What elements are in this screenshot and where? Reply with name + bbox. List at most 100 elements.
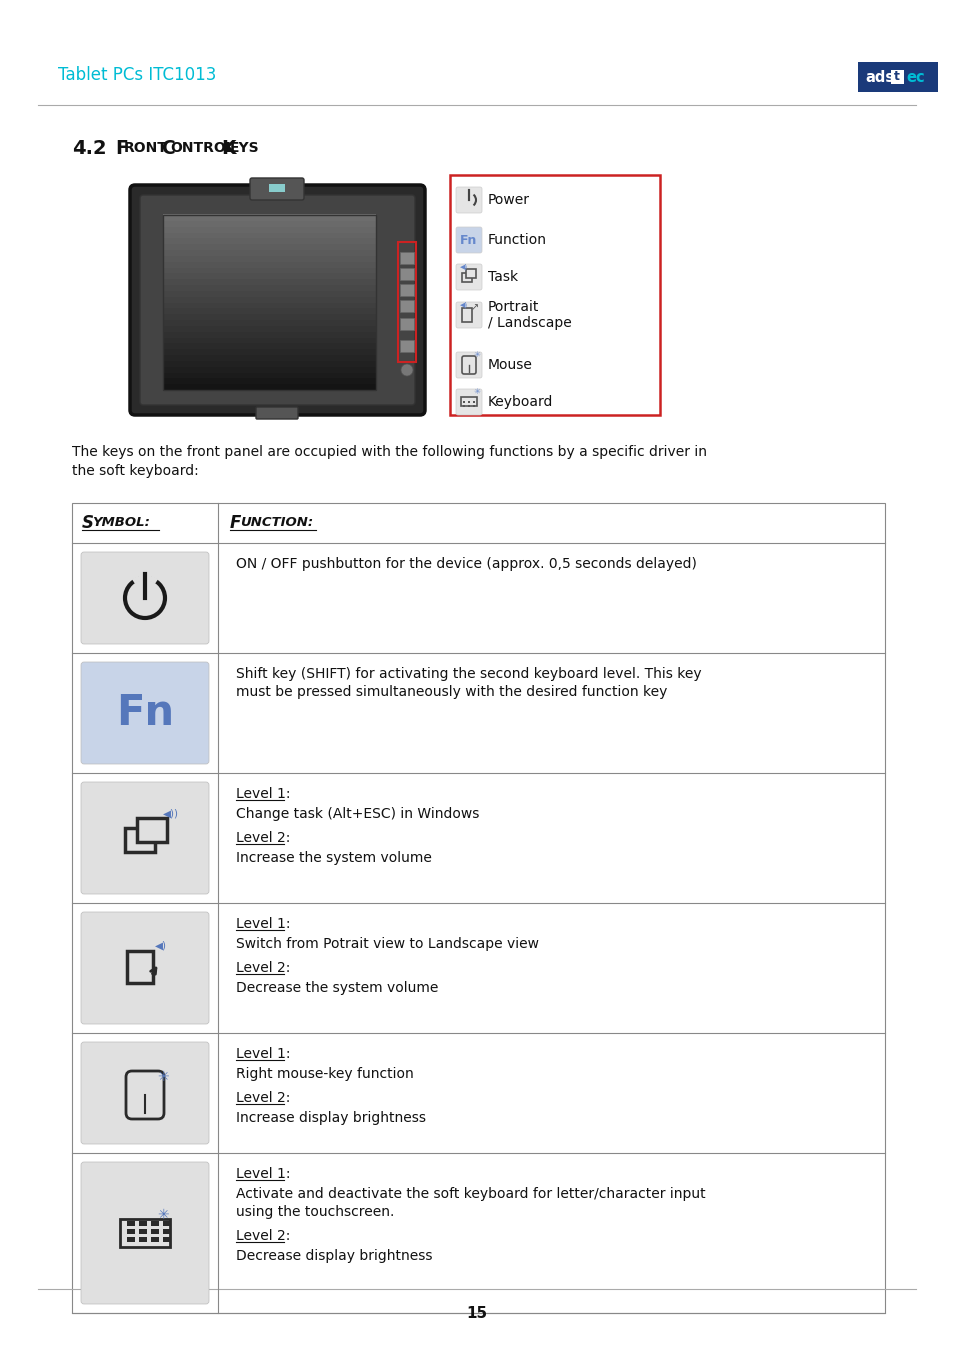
Text: Level 2:: Level 2: — [235, 831, 290, 844]
Bar — [450, 176, 659, 415]
Text: t: t — [893, 70, 899, 84]
Text: Level 1:: Level 1: — [235, 917, 291, 931]
Bar — [163, 359, 375, 366]
Text: Level 1:: Level 1: — [235, 1167, 291, 1181]
Bar — [399, 300, 414, 312]
Bar — [399, 267, 414, 280]
Bar — [163, 1229, 171, 1233]
Bar — [163, 354, 375, 361]
Bar — [163, 349, 375, 355]
Text: ✳: ✳ — [157, 1070, 169, 1084]
Bar — [163, 324, 375, 331]
FancyBboxPatch shape — [456, 303, 481, 328]
Bar — [460, 397, 476, 407]
FancyBboxPatch shape — [81, 912, 209, 1024]
Bar — [163, 238, 375, 245]
Bar — [461, 273, 472, 282]
Bar — [151, 1221, 159, 1225]
Text: Level 1:: Level 1: — [235, 1047, 291, 1061]
Bar — [473, 405, 475, 407]
Text: Function: Function — [488, 232, 546, 247]
Text: ✳: ✳ — [157, 1208, 169, 1223]
Bar — [163, 278, 375, 285]
Bar — [269, 184, 285, 192]
Bar — [163, 307, 375, 315]
Text: Right mouse-key function: Right mouse-key function — [235, 1067, 414, 1081]
Text: S: S — [82, 513, 94, 532]
Text: Mouse: Mouse — [488, 358, 533, 372]
Bar — [399, 317, 414, 330]
Bar — [151, 1229, 159, 1233]
Bar — [125, 828, 154, 852]
Bar — [163, 342, 375, 349]
Text: Task: Task — [488, 270, 517, 284]
Bar — [473, 401, 475, 403]
Text: K: K — [221, 139, 235, 158]
Bar — [137, 817, 167, 842]
Bar — [163, 366, 375, 373]
Bar — [139, 1221, 147, 1225]
Bar — [163, 336, 375, 343]
Text: Change task (Alt+ESC) in Windows: Change task (Alt+ESC) in Windows — [235, 807, 478, 821]
Bar — [163, 372, 375, 378]
Text: Fn: Fn — [116, 692, 173, 734]
Bar — [163, 213, 375, 220]
FancyBboxPatch shape — [81, 1042, 209, 1144]
Text: Portrait
/ Landscape: Portrait / Landscape — [488, 300, 571, 330]
Bar — [163, 266, 375, 273]
Bar — [127, 951, 152, 984]
Bar — [462, 401, 464, 403]
Bar — [163, 331, 375, 338]
Text: ON / OFF pushbutton for the device (approx. 0,5 seconds delayed): ON / OFF pushbutton for the device (appr… — [235, 557, 696, 571]
Bar — [163, 255, 375, 262]
Bar — [163, 215, 375, 390]
Bar — [890, 70, 903, 84]
Bar — [139, 1229, 147, 1233]
FancyBboxPatch shape — [456, 263, 481, 290]
Text: Level 2:: Level 2: — [235, 1229, 290, 1243]
Text: EYS: EYS — [230, 141, 259, 155]
Bar — [399, 284, 414, 296]
Bar — [397, 242, 416, 362]
Text: C: C — [161, 139, 174, 158]
Text: Tablet PCs ITC1013: Tablet PCs ITC1013 — [58, 66, 216, 84]
Text: UNCTION:: UNCTION: — [240, 516, 313, 530]
Bar — [399, 253, 414, 263]
Bar — [461, 308, 472, 322]
Text: ✳: ✳ — [474, 350, 480, 359]
Bar — [151, 1238, 159, 1242]
FancyBboxPatch shape — [81, 1162, 209, 1304]
Bar — [163, 290, 375, 297]
Text: ec: ec — [905, 69, 924, 85]
Bar — [71, 503, 884, 1313]
FancyBboxPatch shape — [255, 407, 297, 419]
Bar — [857, 62, 937, 92]
Text: ◀)): ◀)) — [163, 809, 179, 819]
Bar — [127, 1221, 135, 1225]
FancyBboxPatch shape — [81, 782, 209, 894]
Text: ONTROL: ONTROL — [170, 141, 234, 155]
Text: Power: Power — [488, 193, 530, 207]
Text: Fn: Fn — [460, 234, 477, 246]
FancyBboxPatch shape — [130, 185, 424, 415]
FancyBboxPatch shape — [456, 353, 481, 378]
Text: Activate and deactivate the soft keyboard for letter/character input
using the t: Activate and deactivate the soft keyboar… — [235, 1188, 705, 1220]
Text: 4.2: 4.2 — [71, 139, 107, 158]
Bar — [468, 401, 470, 403]
Bar — [163, 220, 375, 227]
Text: ◀): ◀) — [154, 942, 167, 951]
Bar — [163, 284, 375, 290]
Bar — [127, 1238, 135, 1242]
FancyBboxPatch shape — [81, 553, 209, 644]
FancyBboxPatch shape — [456, 389, 481, 415]
FancyBboxPatch shape — [456, 186, 481, 213]
Text: Shift key (SHIFT) for activating the second keyboard level. This key
must be pre: Shift key (SHIFT) for activating the sec… — [235, 667, 700, 700]
Text: 15: 15 — [466, 1305, 487, 1320]
Bar — [139, 1238, 147, 1242]
Bar — [163, 384, 375, 390]
Bar — [163, 1238, 171, 1242]
Bar — [163, 226, 375, 232]
Text: ads: ads — [864, 69, 894, 85]
Text: Level 2:: Level 2: — [235, 961, 290, 975]
Text: F: F — [230, 513, 241, 532]
